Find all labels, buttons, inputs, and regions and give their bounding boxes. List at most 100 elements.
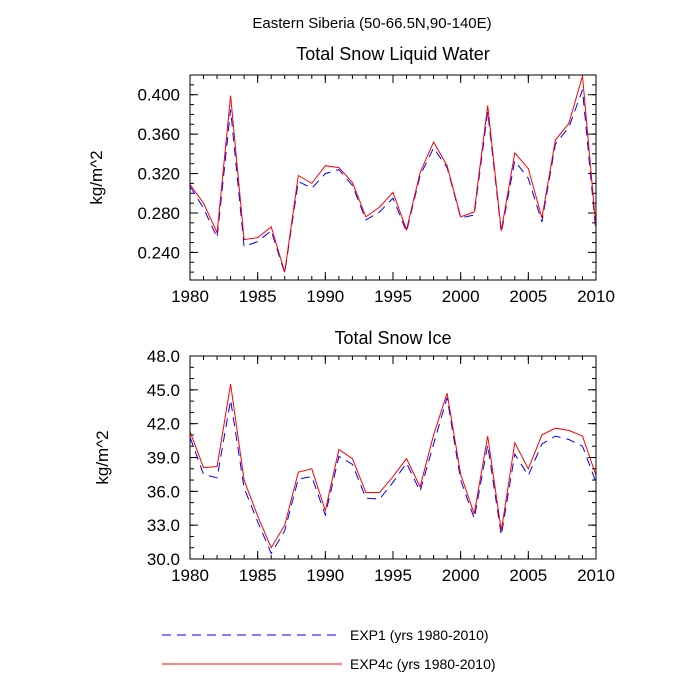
data-point xyxy=(230,384,231,385)
y-tick-label: 33.0 xyxy=(147,516,180,535)
data-point xyxy=(379,499,380,500)
data-point xyxy=(406,463,407,464)
x-tick-label: 2000 xyxy=(442,287,480,306)
data-point xyxy=(203,207,204,208)
data-point xyxy=(541,221,542,222)
data-point xyxy=(433,147,434,148)
y-tick-label: 45.0 xyxy=(147,381,180,400)
data-point xyxy=(541,217,542,218)
series-points-exp4c xyxy=(189,75,596,272)
data-point xyxy=(325,165,326,166)
data-point xyxy=(474,518,475,519)
data-point xyxy=(244,246,245,247)
data-point xyxy=(582,89,583,90)
series-line-exp1 xyxy=(189,89,597,274)
x-tick-label: 1990 xyxy=(306,287,344,306)
data-point xyxy=(203,467,204,468)
x-tick-label: 2005 xyxy=(509,566,547,585)
data-point xyxy=(568,439,569,440)
data-point xyxy=(379,211,380,212)
series-line-exp1 xyxy=(189,397,597,555)
data-point xyxy=(433,443,434,444)
data-point xyxy=(460,479,461,480)
data-point xyxy=(284,530,285,531)
data-point xyxy=(365,492,366,493)
series-points-exp4c xyxy=(189,384,596,549)
y-tick-label: 36.0 xyxy=(147,482,180,501)
data-point xyxy=(541,443,542,444)
data-point xyxy=(311,188,312,189)
y-tick-label: 39.0 xyxy=(147,449,180,468)
data-point xyxy=(311,183,312,184)
data-point xyxy=(419,172,420,173)
data-point xyxy=(501,230,502,231)
x-tick-label: 1980 xyxy=(171,287,209,306)
data-point xyxy=(568,430,569,431)
data-point xyxy=(501,232,502,233)
y-tick-label: 0.280 xyxy=(137,204,180,223)
legend: EXP1 (yrs 1980-2010) EXP4c (yrs 1980-2010… xyxy=(162,627,496,672)
data-point xyxy=(474,513,475,514)
data-point xyxy=(244,239,245,240)
data-point xyxy=(352,464,353,465)
data-point xyxy=(230,399,231,400)
x-tick-label: 2005 xyxy=(509,287,547,306)
data-point xyxy=(487,444,488,445)
data-point xyxy=(379,206,380,207)
data-point xyxy=(514,152,515,153)
data-point xyxy=(501,535,502,536)
data-point xyxy=(392,192,393,193)
minor-ticks xyxy=(189,74,597,280)
data-point xyxy=(257,237,258,238)
y-tick-label: 30.0 xyxy=(147,550,180,569)
data-point xyxy=(298,472,299,473)
y-tick-label: 0.360 xyxy=(137,125,180,144)
minor-ticks xyxy=(189,355,597,560)
data-point xyxy=(271,547,272,548)
y-tick-label: 42.0 xyxy=(147,415,180,434)
data-point xyxy=(582,75,583,76)
data-point xyxy=(244,487,245,488)
y-tick-label: 0.320 xyxy=(137,165,180,184)
data-point xyxy=(216,237,217,238)
data-point xyxy=(528,168,529,169)
x-tick-label: 1985 xyxy=(239,287,277,306)
data-point xyxy=(230,95,231,96)
data-point xyxy=(582,435,583,436)
data-point xyxy=(325,514,326,515)
data-point xyxy=(216,466,217,467)
data-point xyxy=(541,434,542,435)
x-tick-label: 2000 xyxy=(442,566,480,585)
data-point xyxy=(284,272,285,273)
data-point xyxy=(514,442,515,443)
data-point xyxy=(419,486,420,487)
data-point xyxy=(406,231,407,232)
data-point xyxy=(365,498,366,499)
data-point xyxy=(582,446,583,447)
data-point xyxy=(433,141,434,142)
panel-title: Total Snow Liquid Water xyxy=(296,44,489,64)
panel-snow-ice: Total Snow Ice kg/m^2 1980 1985 1990 1995 2000… xyxy=(93,328,615,585)
figure-suptitle: Eastern Siberia (50-66.5N,90-140E) xyxy=(252,15,491,32)
x-tick-label: 2010 xyxy=(577,566,615,585)
data-point xyxy=(338,449,339,450)
y-tick-label: 0.240 xyxy=(137,243,180,262)
data-point xyxy=(406,458,407,459)
series-line-exp4c xyxy=(189,75,597,273)
data-point xyxy=(514,160,515,161)
data-point xyxy=(447,165,448,166)
data-point xyxy=(487,435,488,436)
data-point xyxy=(230,109,231,110)
data-point xyxy=(352,458,353,459)
data-point xyxy=(406,229,407,230)
data-point xyxy=(298,175,299,176)
data-point xyxy=(433,434,434,435)
panel-title: Total Snow Ice xyxy=(334,328,451,348)
data-point xyxy=(203,474,204,475)
data-point xyxy=(392,198,393,199)
x-tick-label: 1985 xyxy=(239,566,277,585)
data-point xyxy=(257,521,258,522)
data-point xyxy=(487,105,488,106)
data-point xyxy=(528,475,529,476)
y-tick-label: 0.400 xyxy=(137,86,180,105)
